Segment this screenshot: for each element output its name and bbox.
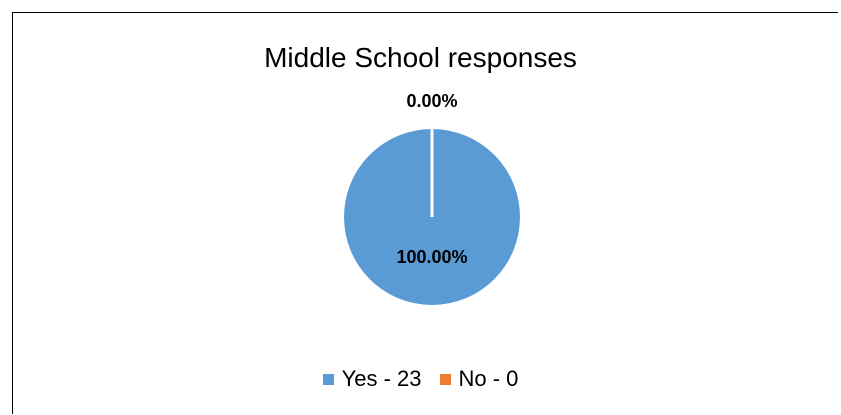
legend: Yes - 23 No - 0 — [0, 366, 841, 392]
legend-label-yes: Yes - 23 — [341, 366, 422, 391]
legend-item-yes: Yes - 23 — [322, 366, 422, 392]
pie-slices — [344, 129, 520, 305]
data-label-no: 0.00% — [406, 91, 457, 111]
legend-swatch-no — [439, 373, 451, 385]
chart-title: Middle School responses — [264, 42, 577, 73]
legend-swatch-yes — [322, 373, 334, 385]
data-label-yes: 100.00% — [396, 247, 467, 267]
pie-labels: 100.00% 0.00% — [396, 91, 467, 267]
legend-item-no: No - 0 — [439, 366, 519, 392]
legend-label-no: No - 0 — [458, 366, 519, 391]
